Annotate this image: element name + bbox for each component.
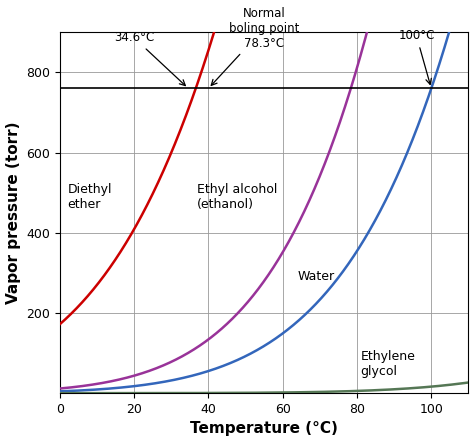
Y-axis label: Vapor pressure (torr): Vapor pressure (torr) [6, 122, 20, 304]
Text: Diethyl
ether: Diethyl ether [67, 183, 112, 211]
Text: Water: Water [298, 271, 335, 283]
X-axis label: Temperature (°C): Temperature (°C) [190, 421, 338, 436]
Text: 34.6°C: 34.6°C [114, 31, 185, 86]
Text: 100°C: 100°C [398, 29, 435, 84]
Text: Ethyl alcohol
(ethanol): Ethyl alcohol (ethanol) [197, 183, 278, 211]
Text: Normal
boling point
78.3°C: Normal boling point 78.3°C [211, 7, 299, 85]
Text: Ethylene
glycol: Ethylene glycol [361, 351, 416, 378]
